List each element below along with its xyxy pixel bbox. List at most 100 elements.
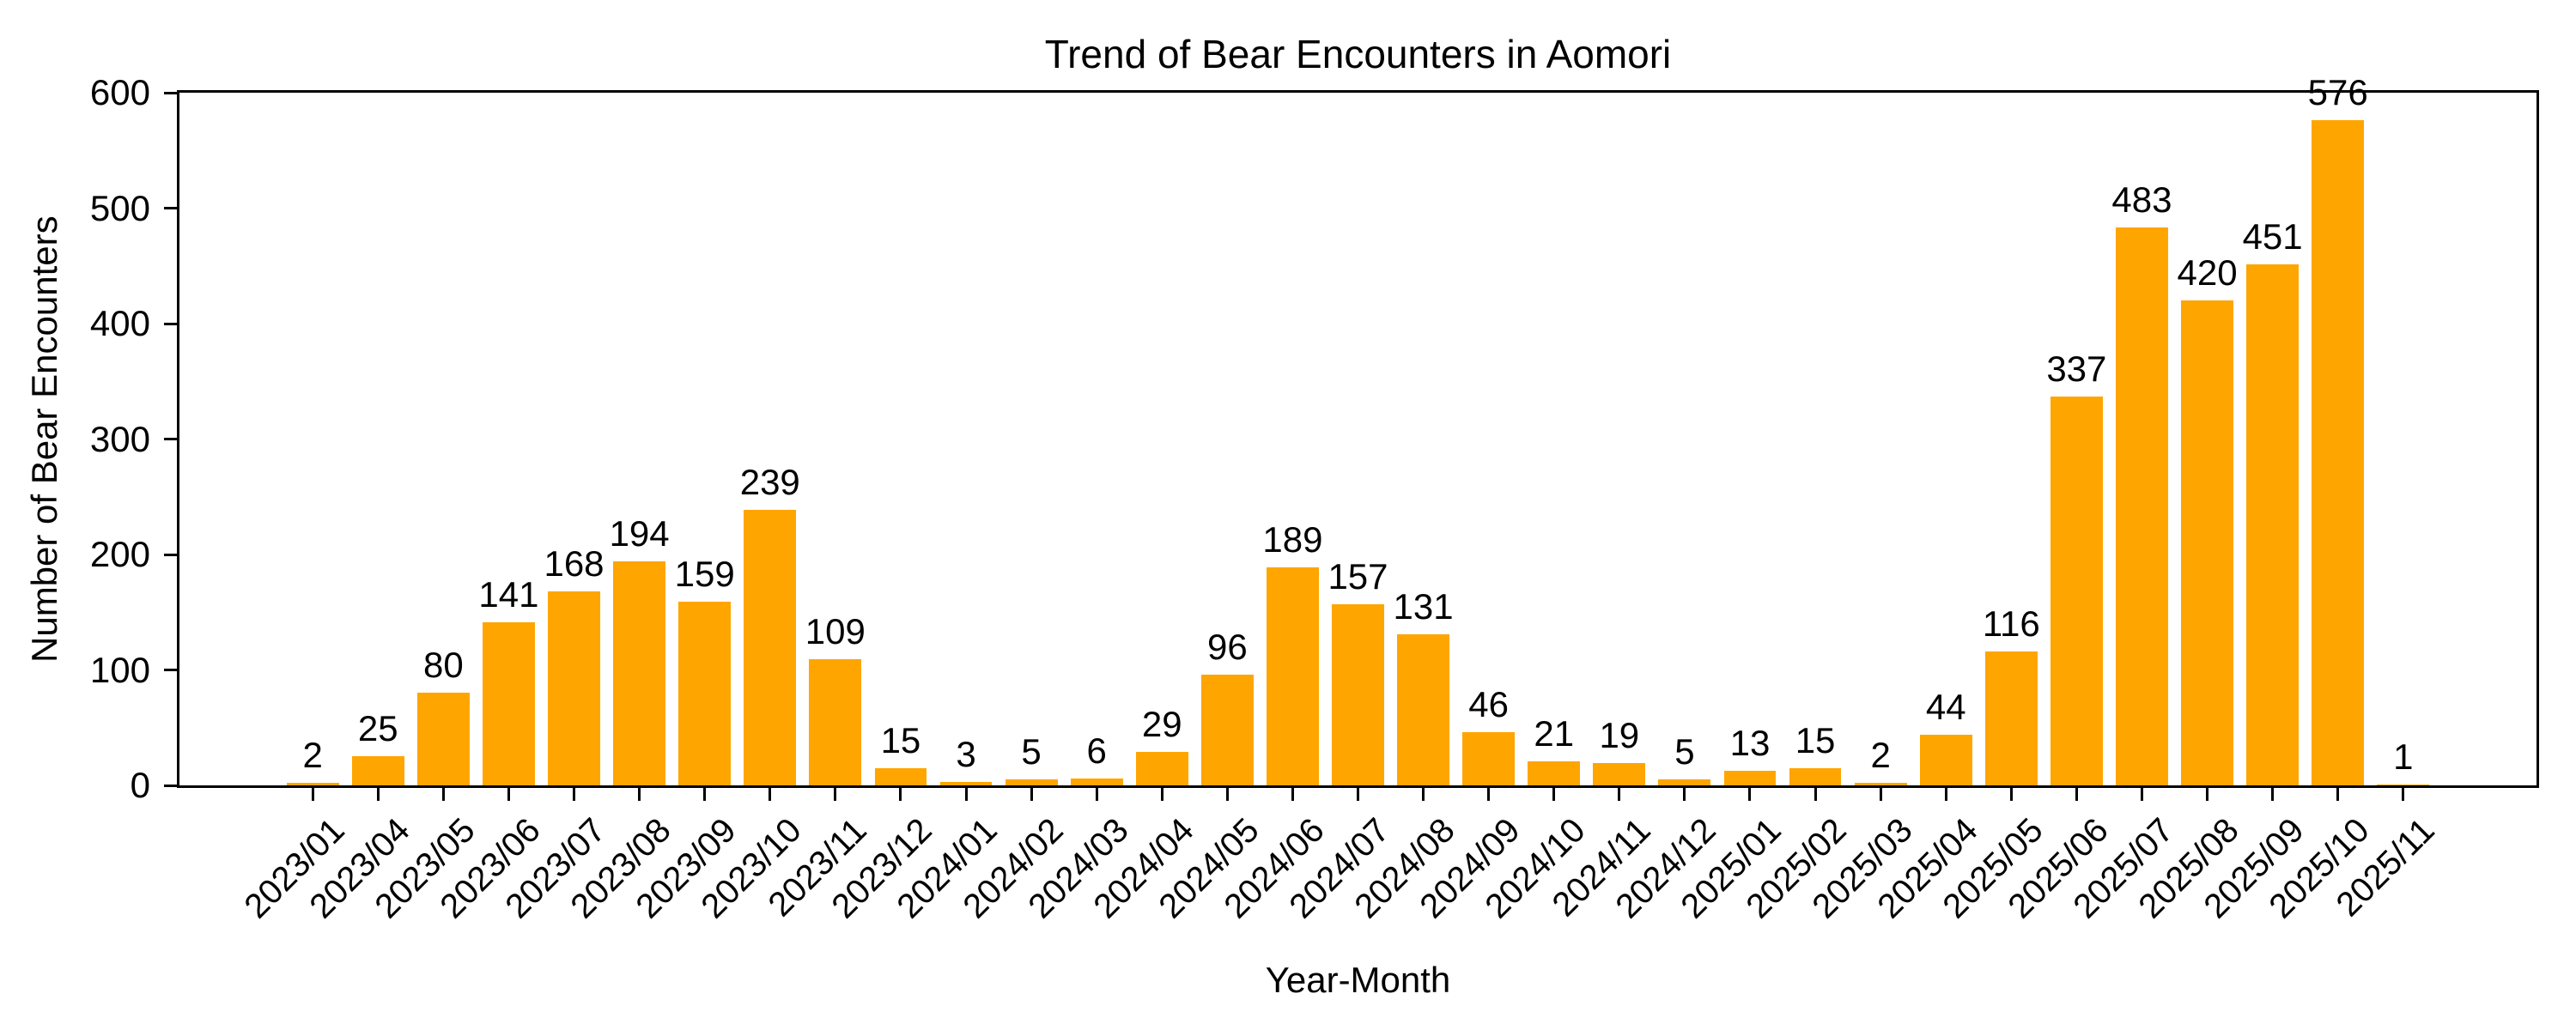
bar-value-label: 2 [302,735,323,776]
bar [286,783,339,785]
x-tick-mark [1487,788,1491,801]
y-tick-mark [164,553,177,556]
x-tick-mark [899,788,902,801]
y-tick-mark [164,438,177,440]
bar [1397,633,1449,785]
x-tick-mark [1618,788,1621,801]
bar [1070,778,1123,785]
bar-value-label: 46 [1468,684,1510,725]
bar [483,622,535,785]
bar-value-label: 159 [674,554,735,595]
x-tick-mark [1030,788,1033,801]
bar [2050,396,2103,785]
x-tick-mark [507,788,510,801]
bar [2312,120,2365,785]
bar-value-label: 29 [1141,703,1182,744]
x-tick-mark [1683,788,1686,801]
bar [1266,566,1319,785]
x-tick-mark [1879,788,1882,801]
y-tick-label: 0 [130,765,150,805]
x-tick-mark [573,788,576,801]
x-tick-mark [1944,788,1947,801]
bar [1462,732,1516,785]
x-tick-mark [1422,788,1425,801]
y-tick-label: 600 [89,72,150,112]
bar [1528,760,1581,785]
y-tick-label: 300 [89,418,150,459]
y-tick-mark [164,784,177,787]
bar [548,591,600,785]
bar-value-label: 3 [956,733,976,774]
y-tick-label: 500 [89,187,150,228]
bar-value-label: 15 [880,719,921,760]
x-tick-mark [311,788,314,801]
bar [1658,779,1711,785]
bar-value-label: 141 [478,574,539,615]
x-tick-mark [1160,788,1163,801]
y-tick-label: 200 [89,534,150,574]
bar-value-label: 194 [609,513,670,554]
bar-value-label: 576 [2307,72,2368,113]
bar [809,659,862,785]
x-tick-mark [1552,788,1556,801]
y-tick-mark [164,669,177,671]
chart-title: Trend of Bear Encounters in Aomori [1044,32,1672,76]
bar-value-label: 5 [1674,731,1695,772]
bar-value-label: 239 [739,461,800,502]
y-tick-mark [164,207,177,209]
y-tick-mark [164,322,177,325]
x-tick-mark [964,788,968,801]
bar-value-label: 451 [2242,216,2303,258]
x-tick-mark [1095,788,1098,801]
bar [874,767,927,785]
bar [1984,651,2038,785]
bar-value-label: 19 [1599,715,1640,756]
x-tick-mark [1748,788,1752,801]
x-tick-label: 2025/11 [2141,811,2442,924]
bar-value-label: 6 [1086,730,1107,771]
bar-value-label: 96 [1206,626,1248,667]
plot-area: 2 25 80 141 168 194 159 239 109 15 3 5 6 29 96 189 157 13… [177,72,2539,788]
bar [1332,603,1384,785]
x-tick-mark [2206,788,2209,801]
x-tick-mark [2009,788,2013,801]
bar-value-label: 420 [2177,252,2238,294]
bar-value-label: 157 [1327,555,1388,597]
x-tick-mark [2271,788,2275,801]
x-tick-mark [376,788,380,801]
bar-value-label: 116 [1982,603,2040,644]
bar [1723,770,1777,785]
bar-value-label: 131 [1393,585,1454,627]
x-tick-mark [441,788,445,801]
bar [1854,783,1907,785]
bar-value-label: 189 [1262,518,1323,560]
bar-value-label: 1 [2393,736,2414,777]
bar-value-label: 21 [1534,712,1575,754]
bar-value-label: 25 [357,708,398,749]
x-tick-mark [2075,788,2078,801]
bar [2181,300,2233,785]
bar-value-label: 337 [2046,348,2107,389]
x-tick-mark [769,788,772,801]
x-tick-mark [2140,788,2143,801]
y-tick-label: 100 [89,649,150,690]
bar [939,781,993,785]
x-tick-mark [2336,788,2340,801]
bar [1200,674,1254,785]
bar [613,561,666,785]
bar-value-label: 15 [1795,719,1836,760]
bar-value-label: 44 [1925,686,1966,727]
x-tick-mark [1225,788,1229,801]
x-tick-mark [638,788,641,801]
bar [351,756,404,785]
bar-value-label: 80 [423,645,464,686]
x-tick-mark [703,788,707,801]
x-axis-label: Year-Month [1265,960,1451,1000]
x-tick-mark [1291,788,1294,801]
bar [1135,752,1188,785]
bar [1593,763,1646,785]
bar [744,509,797,785]
bar [678,602,732,785]
bar [2116,227,2168,785]
